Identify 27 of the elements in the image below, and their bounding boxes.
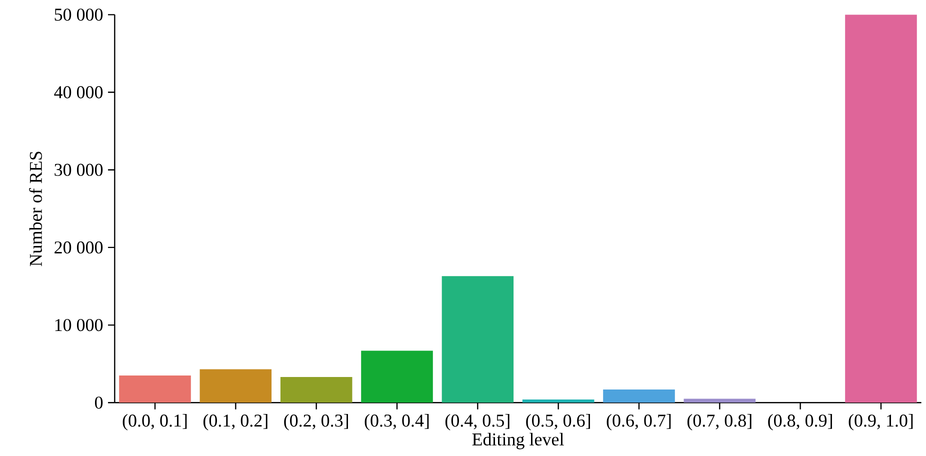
y-tick-label: 10 000: [55, 318, 103, 332]
x-tick-label: (0.3, 0.4]: [364, 414, 429, 430]
bar: [442, 276, 514, 403]
x-tick-label: (0.9, 1.0]: [848, 414, 913, 430]
bar: [361, 350, 433, 403]
x-tick-label: (0.1, 0.2]: [203, 414, 268, 430]
y-tick-label: 30 000: [54, 164, 103, 176]
y-tick-label: 50 000: [54, 8, 103, 21]
y-tick-label: 40 000: [54, 86, 103, 98]
x-tick-label: (0.4, 0.5]: [445, 414, 510, 430]
bar: [845, 14, 917, 403]
x-tick-label: (0.8, 0.9]: [768, 414, 832, 430]
bar: [684, 398, 756, 403]
x-tick-label: (0.2, 0.3]: [284, 414, 348, 430]
x-tick-label: (0.6, 0.7]: [606, 414, 671, 430]
y-tick-label: 20 000: [54, 241, 103, 254]
bar: [522, 400, 594, 403]
x-tick-label: (0.7, 0.8]: [687, 414, 752, 430]
y-tick-label: 0: [94, 396, 103, 409]
x-tick-label: (0.0, 0.1]: [122, 414, 187, 430]
bar: [280, 377, 352, 403]
x-axis-title: Editing level: [472, 432, 564, 450]
x-tick-label: (0.5, 0.6]: [526, 414, 590, 430]
bar: [119, 375, 191, 403]
bar: [603, 389, 675, 403]
bar: [200, 369, 272, 403]
y-axis-title: Number of RES: [29, 152, 42, 266]
